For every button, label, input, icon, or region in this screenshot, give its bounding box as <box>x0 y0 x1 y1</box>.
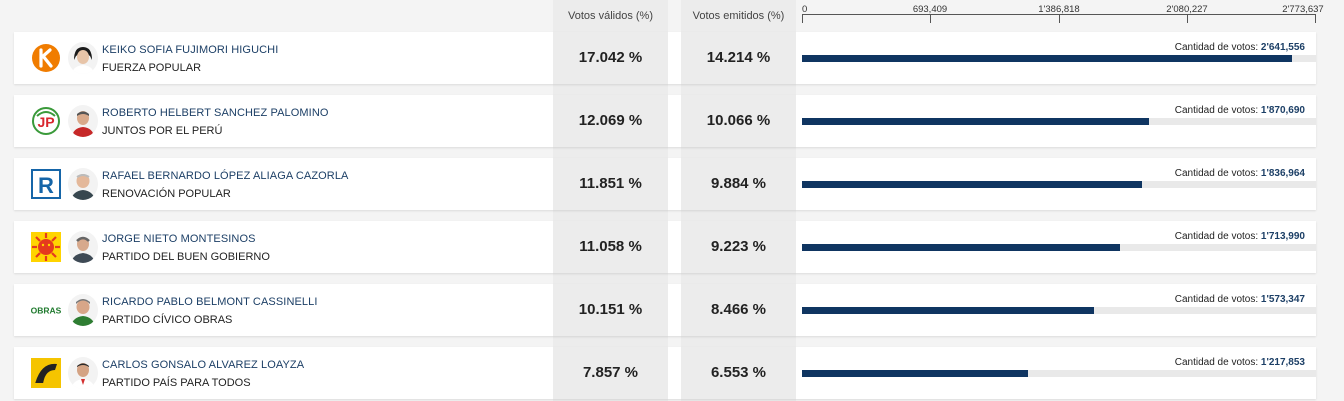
candidate-photo-icon <box>68 42 98 74</box>
candidate-name: CARLOS GONSALO ALVAREZ LOAYZA <box>102 359 305 371</box>
votes-bar <box>802 370 1028 377</box>
votes-bar-track <box>802 307 1316 314</box>
votes-bar-track <box>802 181 1316 188</box>
votes-count: Cantidad de votos: 1'870,690 <box>1175 105 1305 116</box>
candidate-row[interactable]: R RAFAEL BERNARDO LÓPEZ ALIAGA CAZORLA R… <box>14 158 1316 210</box>
candidate-name: RICARDO PABLO BELMONT CASSINELLI <box>102 296 318 308</box>
candidate-row[interactable]: JP ROBERTO HELBERT SANCHEZ PALOMINO JUNT… <box>14 95 1316 147</box>
candidate-row[interactable]: JORGE NIETO MONTESINOS PARTIDO DEL BUEN … <box>14 221 1316 273</box>
axis-tick <box>1315 14 1316 23</box>
votes-bar <box>802 307 1094 314</box>
renovacion-popular-r-logo-icon: R <box>30 168 62 200</box>
party-name: JUNTOS POR EL PERÚ <box>102 125 223 137</box>
candidate-name: JORGE NIETO MONTESINOS <box>102 233 256 245</box>
party-name: FUERZA POPULAR <box>102 62 202 74</box>
axis-tick-label: 0 <box>802 4 808 15</box>
emitted-votes-pct: 9.223 % <box>710 238 767 255</box>
emitted-votes-pct: 10.066 % <box>706 112 771 129</box>
votes-label: Cantidad de votos: <box>1174 105 1259 116</box>
emitted-votes-pct: 9.884 % <box>710 175 767 192</box>
pais-para-todos-logo-icon <box>30 357 62 389</box>
votes-value: 1'836,964 <box>1260 168 1305 179</box>
juntos-por-el-peru-jp-logo-icon: JP <box>30 105 62 137</box>
obras-logo-icon: OBRAS <box>30 294 62 326</box>
candidate-row[interactable]: OBRAS RICARDO PABLO BELMONT CASSINELLI P… <box>14 284 1316 336</box>
axis-tick <box>1059 14 1060 23</box>
axis-tick-label: 2'773,637 <box>1282 4 1324 15</box>
votes-axis: 0 693,409 1'386,818 2'080,227 2'773,637 <box>802 0 1324 30</box>
candidate-row[interactable]: KEIKO SOFIA FUJIMORI HIGUCHI FUERZA POPU… <box>14 32 1316 84</box>
axis-tick <box>1187 14 1188 23</box>
axis-tick-label: 1'386,818 <box>1038 4 1080 15</box>
candidate-photo-icon <box>68 231 98 263</box>
votes-bar <box>802 55 1292 62</box>
emitted-votes-pct: 6.553 % <box>710 364 767 381</box>
votes-bar-track <box>802 370 1316 377</box>
candidate-name: ROBERTO HELBERT SANCHEZ PALOMINO <box>102 107 329 119</box>
votes-label: Cantidad de votos: <box>1174 294 1259 305</box>
votes-count: Cantidad de votos: 2'641,556 <box>1175 42 1305 53</box>
votes-value: 1'713,990 <box>1260 231 1305 242</box>
votes-label: Cantidad de votos: <box>1174 168 1259 179</box>
valid-votes-pct: 7.857 % <box>582 364 639 381</box>
svg-text:JP: JP <box>37 114 54 130</box>
svg-text:R: R <box>38 173 54 198</box>
fuerza-popular-k-logo-icon <box>30 42 62 74</box>
votes-bar-track <box>802 244 1316 251</box>
valid-votes-pct: 11.851 % <box>579 175 642 192</box>
axis-tick-label: 693,409 <box>912 4 948 15</box>
axis-tick <box>930 14 931 23</box>
candidate-name: RAFAEL BERNARDO LÓPEZ ALIAGA CAZORLA <box>102 170 349 182</box>
header-emitted-votes: Votos emitidos (%) <box>692 10 785 22</box>
votes-label: Cantidad de votos: <box>1174 42 1259 53</box>
votes-bar-track <box>802 55 1316 62</box>
party-name: PARTIDO PAÍS PARA TODOS <box>102 377 251 389</box>
party-name: PARTIDO CÍVICO OBRAS <box>102 314 233 326</box>
valid-votes-pct: 10.151 % <box>578 301 643 318</box>
votes-count: Cantidad de votos: 1'573,347 <box>1175 294 1305 305</box>
candidate-photo-icon <box>68 294 98 326</box>
party-name: RENOVACIÓN POPULAR <box>102 188 231 200</box>
obras-logo-text: OBRAS <box>31 306 61 316</box>
votes-count: Cantidad de votos: 1'713,990 <box>1175 231 1305 242</box>
buen-gobierno-sun-logo-icon <box>30 231 62 263</box>
candidate-row[interactable]: CARLOS GONSALO ALVAREZ LOAYZA PARTIDO PA… <box>14 347 1316 399</box>
votes-count: Cantidad de votos: 1'836,964 <box>1175 168 1305 179</box>
emitted-votes-pct: 14.214 % <box>706 49 771 66</box>
votes-bar <box>802 244 1120 251</box>
votes-value: 1'573,347 <box>1260 294 1305 305</box>
valid-votes-pct: 11.058 % <box>579 238 642 255</box>
candidate-photo-icon <box>68 105 98 137</box>
votes-value: 1'870,690 <box>1260 105 1305 116</box>
candidate-name: KEIKO SOFIA FUJIMORI HIGUCHI <box>102 44 279 56</box>
valid-votes-pct: 12.069 % <box>578 112 643 129</box>
votes-bar-track <box>802 118 1316 125</box>
votes-count: Cantidad de votos: 1'217,853 <box>1175 357 1305 368</box>
candidate-photo-icon <box>68 357 98 389</box>
votes-value: 1'217,853 <box>1260 357 1305 368</box>
emitted-votes-pct: 8.466 % <box>710 301 767 318</box>
votes-bar <box>802 181 1142 188</box>
votes-label: Cantidad de votos: <box>1174 231 1259 242</box>
valid-votes-pct: 17.042 % <box>578 49 643 66</box>
axis-tick <box>802 14 803 23</box>
votes-bar <box>802 118 1149 125</box>
header-valid-votes: Votos válidos (%) <box>568 10 653 22</box>
party-name: PARTIDO DEL BUEN GOBIERNO <box>102 251 270 263</box>
axis-tick-label: 2'080,227 <box>1166 4 1208 15</box>
votes-value: 2'641,556 <box>1260 42 1305 53</box>
votes-label: Cantidad de votos: <box>1174 357 1259 368</box>
candidate-photo-icon <box>68 168 98 200</box>
